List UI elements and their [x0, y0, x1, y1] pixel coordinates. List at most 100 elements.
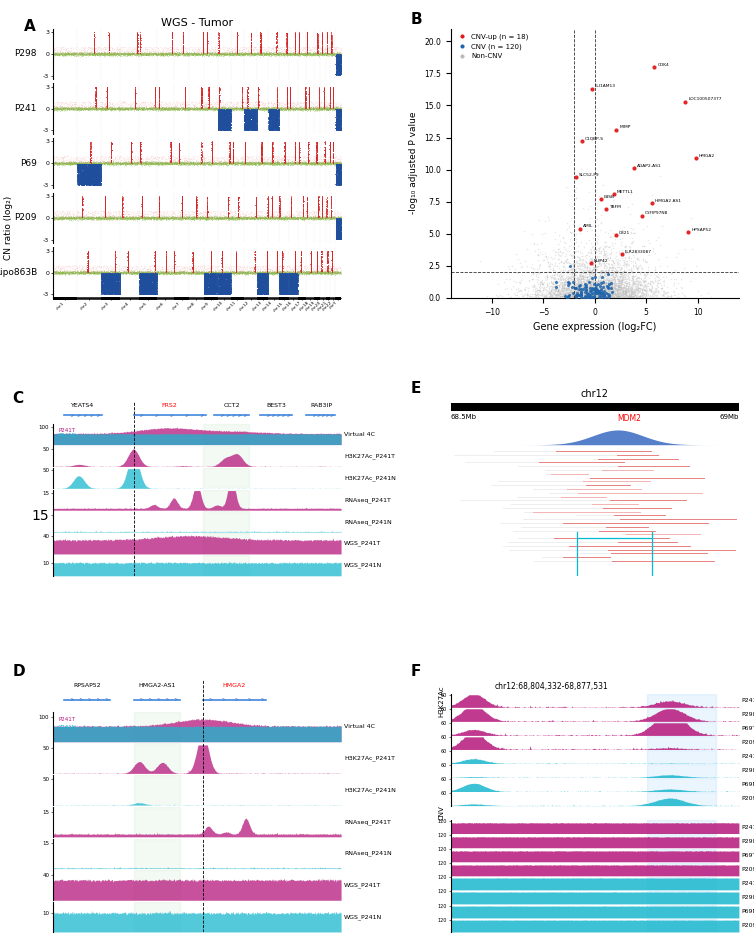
- Point: [331, 105, 343, 120]
- Point: [99, 156, 111, 171]
- Point: [98, 39, 110, 54]
- Point: [279, 281, 291, 297]
- Point: [205, 272, 217, 287]
- Point: [121, 211, 133, 226]
- Point: [219, 211, 231, 226]
- Point: [213, 281, 225, 296]
- Point: [146, 204, 158, 220]
- Point: [148, 277, 160, 292]
- Point: [265, 121, 277, 136]
- Point: [286, 155, 298, 170]
- Point: [207, 270, 219, 285]
- Point: [108, 210, 120, 225]
- Point: [272, 102, 284, 117]
- Point: [243, 104, 255, 119]
- Point: [60, 260, 72, 275]
- Point: [223, 278, 235, 293]
- Point: [145, 264, 157, 280]
- Point: [115, 209, 127, 224]
- Point: [166, 43, 178, 58]
- Point: [172, 158, 184, 173]
- Point: [140, 265, 152, 281]
- Point: [587, 274, 599, 289]
- Point: [219, 267, 231, 282]
- Point: [270, 157, 282, 172]
- Point: [288, 210, 300, 225]
- Point: [326, 155, 339, 170]
- Point: [224, 104, 236, 119]
- Point: [95, 46, 107, 61]
- Point: [75, 157, 87, 172]
- Point: [161, 208, 173, 223]
- Point: [268, 107, 280, 123]
- Point: [133, 46, 145, 61]
- Point: [196, 47, 208, 62]
- Point: [280, 266, 292, 281]
- Point: [135, 154, 147, 169]
- Point: [155, 100, 167, 115]
- Point: [310, 262, 322, 278]
- Point: [135, 279, 147, 294]
- Point: [271, 211, 284, 226]
- Point: [253, 155, 265, 170]
- Point: [195, 97, 207, 112]
- Point: [99, 267, 111, 282]
- Point: [127, 94, 139, 109]
- Point: [502, 259, 514, 274]
- Point: [157, 265, 169, 281]
- Point: [303, 87, 315, 102]
- Point: [271, 109, 283, 125]
- Point: [301, 41, 313, 56]
- Point: [127, 157, 139, 172]
- Point: [78, 172, 90, 187]
- Point: [206, 210, 218, 225]
- Point: [269, 115, 281, 130]
- Point: [57, 152, 69, 167]
- Point: [233, 264, 245, 280]
- Point: [322, 155, 334, 170]
- Point: [130, 155, 143, 170]
- Point: [163, 152, 175, 167]
- Point: [232, 101, 244, 116]
- Point: [112, 279, 124, 294]
- Point: [574, 283, 586, 299]
- Point: [323, 93, 336, 108]
- Point: [114, 100, 126, 115]
- Point: [76, 203, 88, 218]
- Point: [583, 287, 595, 302]
- Point: [145, 158, 157, 173]
- Point: [215, 270, 227, 285]
- Point: [84, 206, 97, 222]
- Point: [658, 288, 670, 303]
- Point: [605, 277, 617, 292]
- Point: [195, 153, 207, 168]
- Point: [215, 100, 227, 115]
- Point: [267, 108, 279, 124]
- Point: [133, 275, 146, 290]
- Point: [139, 278, 151, 293]
- Point: [263, 113, 275, 128]
- Point: [268, 106, 280, 121]
- Point: [217, 110, 229, 126]
- Point: [267, 265, 279, 281]
- Point: [119, 100, 131, 115]
- Point: [207, 284, 219, 300]
- Point: [220, 270, 232, 285]
- Point: [129, 91, 141, 107]
- Point: [138, 284, 150, 300]
- Point: [201, 284, 213, 300]
- Point: [219, 282, 231, 298]
- Point: [268, 155, 280, 170]
- Point: [265, 115, 277, 130]
- Point: [149, 266, 161, 281]
- Point: [125, 146, 137, 162]
- Point: [120, 266, 132, 281]
- Point: [222, 207, 234, 223]
- Point: [251, 278, 263, 293]
- Point: [91, 163, 103, 178]
- Point: [131, 44, 143, 59]
- Point: [333, 100, 345, 115]
- Point: [219, 106, 231, 121]
- Point: [81, 248, 93, 263]
- Point: [593, 275, 605, 290]
